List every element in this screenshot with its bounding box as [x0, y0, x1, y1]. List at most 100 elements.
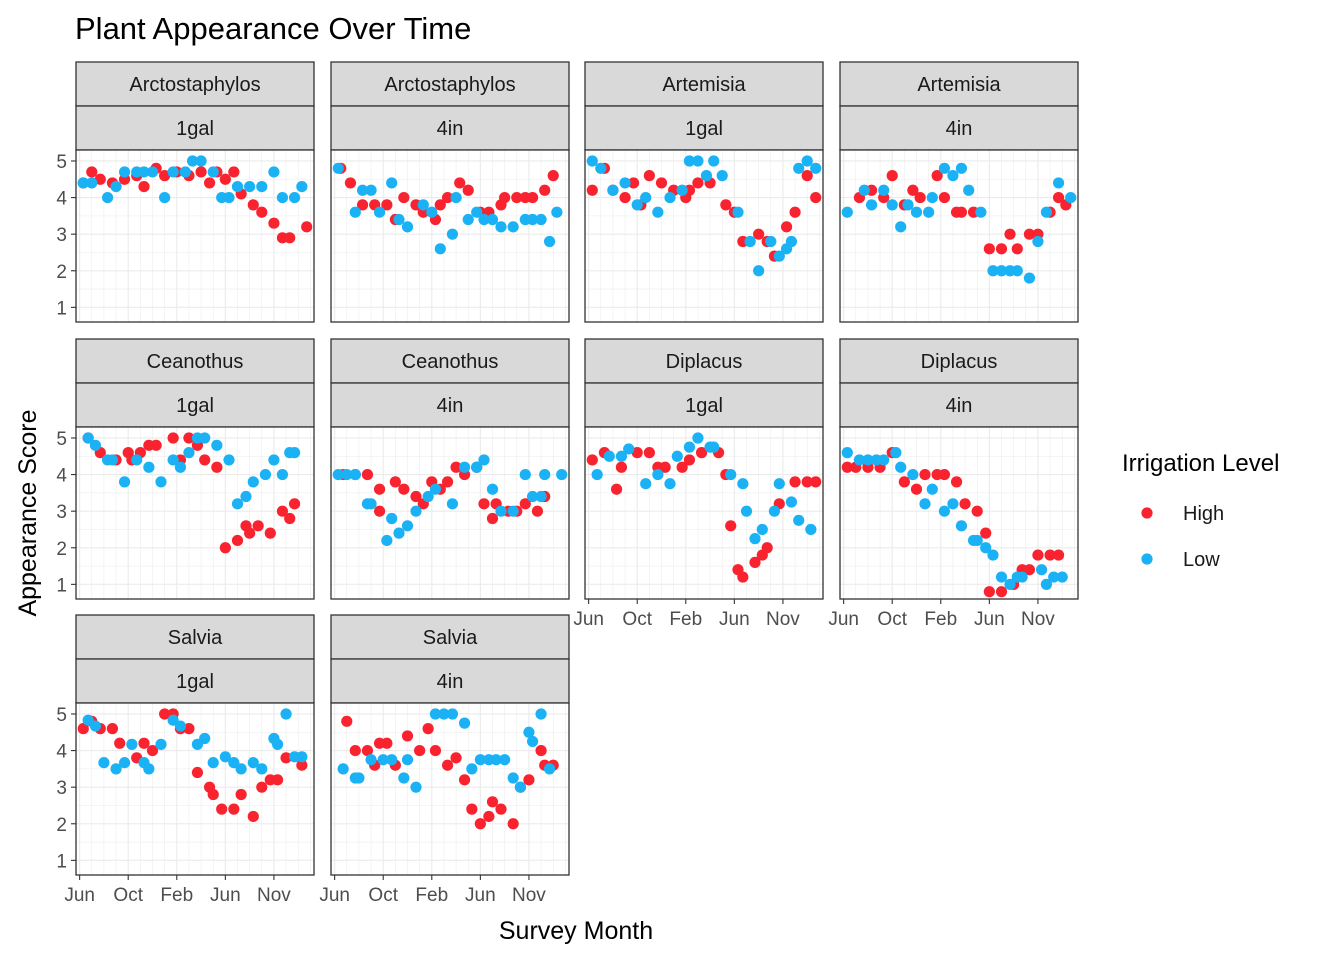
point-high: [86, 166, 98, 178]
point-high: [474, 818, 486, 830]
point-high: [535, 744, 547, 757]
point-low: [793, 514, 805, 526]
point-high: [389, 476, 401, 488]
x-tick-label: Jun: [573, 609, 604, 630]
y-tick-label: 5: [56, 152, 67, 173]
strip-size: [330, 658, 570, 704]
point-low: [471, 461, 483, 473]
point-low: [947, 498, 959, 510]
point-high: [627, 177, 640, 189]
point-low: [773, 250, 785, 262]
point-low: [1011, 265, 1023, 277]
point-high: [256, 781, 268, 793]
point-high: [231, 534, 244, 547]
legend-key-low: [1141, 553, 1153, 565]
facet-panel: Salvia 1gal 1 2 3 4 5 Jun Oct Feb Jun Nov: [56, 614, 315, 906]
point-low: [131, 454, 143, 466]
point-high: [219, 542, 231, 554]
x-axis-title: Survey Month: [499, 917, 653, 945]
x-tick-label: Jun: [210, 885, 241, 906]
legend-label-low: Low: [1183, 549, 1220, 571]
point-low: [895, 221, 907, 233]
y-axis-title: Appearance Score: [14, 409, 42, 616]
strip-genus-label: Diplacus: [666, 351, 743, 373]
point-low: [259, 468, 272, 481]
point-low: [732, 206, 744, 218]
point-low: [507, 772, 519, 784]
point-low: [1052, 177, 1065, 189]
point-high: [207, 788, 219, 801]
point-low: [256, 763, 268, 775]
point-low: [219, 751, 231, 763]
point-low: [1040, 578, 1053, 590]
point-low: [349, 468, 361, 481]
point-low: [155, 476, 167, 488]
point-high: [907, 184, 919, 196]
facet-panel: Artemisia 4in: [839, 61, 1079, 323]
point-low: [401, 221, 414, 233]
point-low: [519, 468, 531, 481]
x-tick-label: Jun: [719, 609, 750, 630]
point-low: [539, 468, 551, 481]
point-high: [983, 586, 995, 598]
point-low: [980, 542, 992, 554]
point-low: [765, 235, 777, 248]
point-high: [995, 243, 1008, 255]
point-low: [744, 235, 756, 248]
point-low: [683, 155, 696, 167]
point-high: [1052, 549, 1065, 561]
point-high: [268, 217, 280, 229]
y-tick-label: 1: [56, 298, 67, 319]
point-low: [167, 166, 179, 178]
point-high: [655, 177, 668, 189]
point-low: [373, 206, 386, 218]
point-low: [987, 265, 999, 277]
point-high: [547, 170, 559, 182]
strip-size-label: 1gal: [685, 395, 723, 417]
point-low: [926, 191, 938, 204]
strip-size-label: 1gal: [176, 395, 214, 417]
point-low: [235, 763, 247, 775]
point-high: [955, 206, 968, 218]
point-low: [495, 221, 507, 233]
point-low: [434, 243, 446, 255]
point-low: [535, 213, 547, 226]
point-low: [526, 490, 539, 503]
point-high: [252, 520, 264, 532]
point-low: [910, 206, 923, 218]
strip-genus: [75, 338, 315, 384]
point-low: [495, 505, 507, 517]
point-low: [1048, 571, 1060, 583]
point-low: [349, 206, 361, 218]
point-low: [446, 498, 459, 510]
point-high: [526, 191, 539, 204]
point-low: [640, 478, 652, 490]
point-low: [801, 155, 813, 167]
point-high: [519, 498, 531, 510]
point-low: [615, 450, 628, 462]
point-low: [595, 162, 607, 174]
point-low: [118, 476, 131, 488]
point-low: [271, 738, 284, 750]
point-low: [89, 720, 102, 732]
point-high: [801, 476, 813, 488]
point-low: [708, 155, 720, 167]
point-high: [1023, 564, 1036, 576]
point-high: [247, 199, 259, 211]
point-high: [373, 483, 386, 495]
point-low: [692, 155, 704, 167]
x-tick-label: Nov: [1021, 609, 1055, 630]
point-high: [959, 498, 971, 510]
point-high: [1044, 549, 1056, 561]
panel-border: [75, 426, 315, 600]
point-low: [938, 505, 951, 517]
point-low: [365, 498, 377, 510]
strip-genus-label: Salvia: [168, 627, 223, 649]
point-low: [586, 155, 598, 167]
strip-genus: [839, 338, 1079, 384]
point-low: [174, 720, 187, 732]
point-high: [106, 723, 119, 735]
point-low: [223, 454, 235, 466]
point-high: [586, 454, 598, 466]
strip-size: [584, 105, 824, 151]
